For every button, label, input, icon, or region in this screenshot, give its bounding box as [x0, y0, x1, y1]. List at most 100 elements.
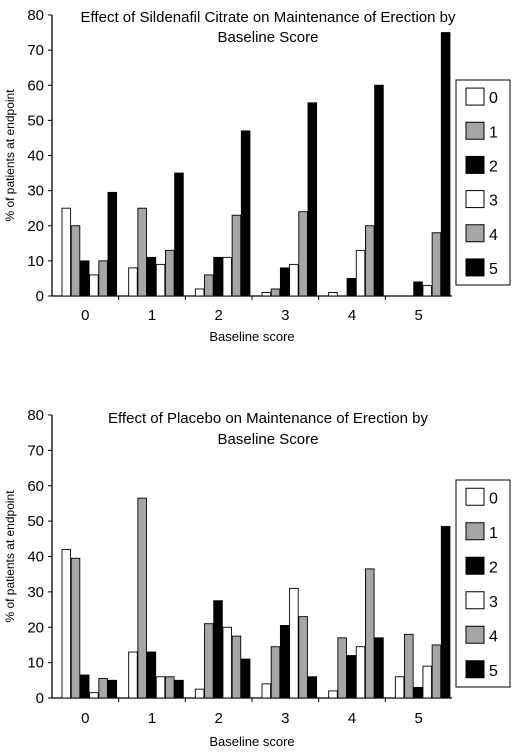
bar-base0-series2: [79, 674, 90, 699]
x-tick-label: 2: [214, 307, 222, 324]
bar-base1-series5: [174, 172, 184, 297]
bar-base1-series4: [165, 676, 175, 699]
legend-label: 1: [489, 124, 498, 141]
bar-base5-series5: [440, 32, 451, 297]
x-tick-label: 0: [81, 710, 89, 727]
bar-base2-series3: [222, 256, 232, 297]
bar-base1-series2: [146, 256, 157, 297]
y-axis-label: % of patients at endpoint: [3, 89, 17, 222]
legend-swatch: [465, 224, 485, 243]
y-tick-label: 0: [36, 690, 44, 707]
legend-swatch: [465, 87, 485, 106]
legend-label: 0: [489, 490, 498, 507]
legend-label: 4: [489, 227, 498, 244]
legend-swatch: [465, 591, 485, 610]
x-tick-label: 0: [81, 307, 89, 324]
bar-base4-series4: [365, 568, 375, 699]
bar-base5-series5: [440, 525, 451, 699]
legend: 0 1 2 3 4 5: [455, 479, 511, 688]
y-tick-label: 40: [27, 148, 44, 165]
x-tick-label: 2: [214, 710, 222, 727]
y-tick-label: 10: [27, 253, 44, 270]
bar-base4-series0: [328, 292, 338, 297]
bar-base0-series3: [89, 692, 99, 699]
bar-base3-series5: [307, 676, 318, 699]
bar-base3-series4: [298, 616, 308, 699]
bar-base5-series4: [431, 644, 442, 699]
bar-base0-series4: [98, 678, 108, 699]
chart-panel-1: Effect of Sildenafil Citrate on Maintena…: [3, 7, 511, 344]
bar-base4-series2: [346, 277, 357, 297]
legend-swatch: [465, 625, 485, 644]
bar-base1-series0: [128, 267, 138, 297]
chart-title-line: Baseline Score: [218, 29, 319, 46]
legend-label: 5: [489, 663, 498, 680]
bar-base0-series5: [107, 679, 118, 699]
bar-base5-series2: [413, 281, 423, 297]
bar-base2-series1: [204, 274, 214, 297]
x-tick-label: 5: [414, 307, 422, 324]
legend-swatch: [465, 522, 485, 541]
bar-base3-series3: [289, 263, 299, 297]
legend-swatch: [465, 190, 485, 209]
y-tick-label: 60: [27, 77, 44, 94]
bar-base1-series4: [165, 249, 175, 297]
bar-base3-series1: [270, 288, 281, 297]
bar-base4-series1: [337, 637, 347, 699]
bar-base3-series5: [307, 102, 318, 297]
bar-base3-series2: [279, 625, 290, 699]
legend-label: 0: [489, 90, 498, 107]
bar-base3-series3: [289, 587, 299, 699]
bar-base2-series0: [194, 688, 205, 699]
legend-label: 3: [489, 193, 498, 210]
bar-base2-series4: [231, 214, 242, 297]
legend-swatch: [465, 155, 485, 174]
bar-base0-series2: [79, 260, 90, 297]
chart-title-line: Baseline Score: [218, 431, 319, 448]
bar-base0-series0: [61, 548, 72, 699]
x-axis-label: Baseline score: [209, 734, 294, 749]
y-tick-label: 10: [27, 655, 44, 672]
x-tick-label: 5: [414, 710, 422, 727]
bar-base3-series2: [279, 267, 290, 297]
y-tick-label: 60: [27, 478, 44, 495]
bar-base2-series2: [213, 256, 223, 297]
legend-label: 2: [489, 559, 498, 576]
chart-title-line: Effect of Placebo on Maintenance of Erec…: [108, 410, 428, 427]
x-tick-label: 4: [348, 710, 356, 727]
bar-base1-series5: [174, 679, 184, 699]
x-tick-label: 3: [281, 307, 289, 324]
x-axis-label: Baseline score: [209, 329, 294, 344]
y-tick-label: 70: [27, 442, 44, 459]
bar-base4-series4: [365, 225, 375, 297]
bar-base1-series1: [137, 207, 147, 297]
bar-base1-series3: [155, 263, 166, 297]
bar-base4-series2: [346, 655, 357, 699]
legend: 0 1 2 3 4 5: [455, 79, 511, 286]
y-tick-label: 30: [27, 183, 44, 200]
legend-label: 4: [489, 628, 498, 645]
bar-base4-series3: [355, 249, 366, 297]
legend-swatch: [465, 487, 485, 506]
y-tick-label: 50: [27, 112, 44, 129]
bar-base5-series1: [404, 633, 414, 699]
bar-base2-series0: [194, 288, 205, 297]
y-tick-label: 70: [27, 42, 44, 59]
chart-title-line: Effect of Sildenafil Citrate on Maintena…: [81, 9, 456, 26]
legend-swatch: [465, 660, 485, 679]
y-tick-label: 80: [27, 7, 44, 24]
y-tick-label: 20: [27, 619, 44, 636]
chart-panel-2: Effect of Placebo on Maintenance of Erec…: [3, 407, 511, 749]
bar-base5-series3: [422, 285, 432, 297]
bar-base3-series1: [270, 646, 281, 699]
bar-base5-series3: [422, 665, 432, 699]
bar-base2-series2: [213, 600, 223, 699]
bar-base1-series0: [128, 651, 138, 699]
legend-label: 3: [489, 594, 498, 611]
x-tick-label: 1: [148, 307, 156, 324]
bar-base0-series4: [98, 260, 108, 297]
y-tick-label: 0: [36, 288, 44, 305]
bar-base2-series3: [222, 626, 232, 699]
bar-base2-series1: [204, 623, 214, 699]
